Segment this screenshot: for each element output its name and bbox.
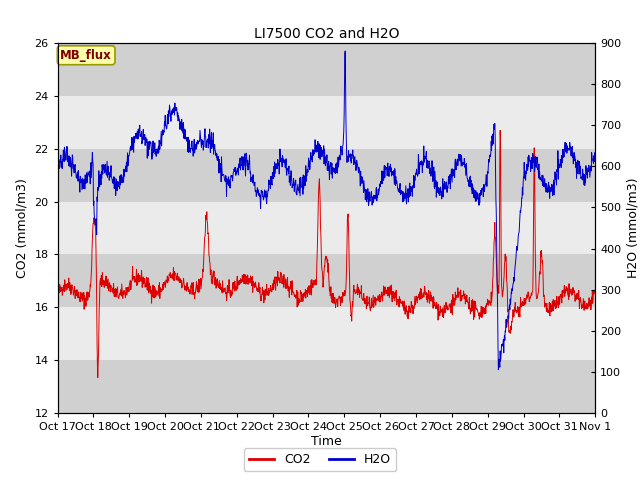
Bar — [58, 254, 595, 307]
Y-axis label: CO2 (mmol/m3): CO2 (mmol/m3) — [16, 178, 29, 278]
Bar — [58, 43, 595, 96]
Legend: CO2, H2O: CO2, H2O — [244, 448, 396, 471]
Text: MB_flux: MB_flux — [60, 49, 112, 62]
Bar — [58, 360, 595, 413]
Bar — [58, 149, 595, 202]
Title: LI7500 CO2 and H2O: LI7500 CO2 and H2O — [253, 27, 399, 41]
X-axis label: Time: Time — [311, 434, 342, 448]
Y-axis label: H2O (mmol/m3): H2O (mmol/m3) — [627, 178, 640, 278]
